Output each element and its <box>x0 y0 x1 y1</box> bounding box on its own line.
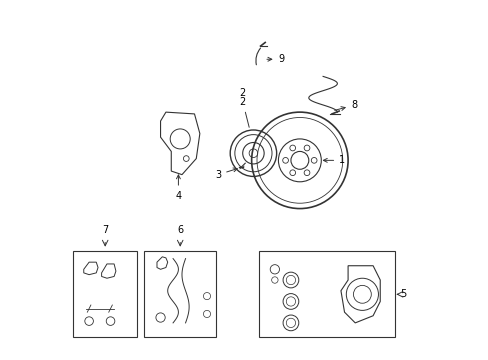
Text: 7: 7 <box>102 225 108 235</box>
Text: 9: 9 <box>266 54 284 64</box>
Text: 3: 3 <box>215 168 237 180</box>
Text: 8: 8 <box>334 100 357 111</box>
FancyBboxPatch shape <box>144 251 216 337</box>
Text: 2: 2 <box>239 97 249 127</box>
FancyBboxPatch shape <box>73 251 137 337</box>
Text: 5: 5 <box>399 289 406 299</box>
Text: 6: 6 <box>177 225 183 235</box>
Text: 2: 2 <box>239 88 245 98</box>
Text: 1: 1 <box>323 156 345 165</box>
FancyBboxPatch shape <box>258 251 394 337</box>
Text: 4: 4 <box>175 175 181 201</box>
